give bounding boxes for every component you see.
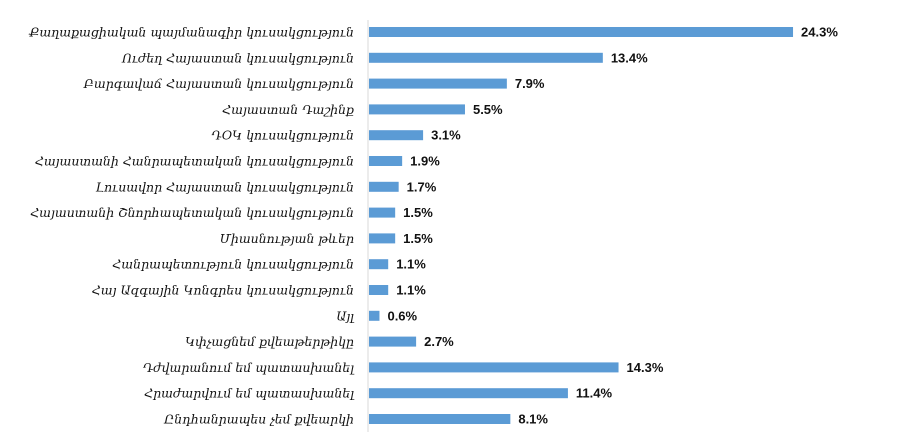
bar <box>369 310 380 321</box>
category-label: Հանրապետություն կուսակցություն <box>112 257 354 272</box>
value-label: 24.3% <box>801 25 838 40</box>
category-label: Բարգավաճ Հայաստան կուսակցություն <box>83 76 354 91</box>
category-label: Հայ Ազգային Կոնգրես կուսակցություն <box>92 283 354 298</box>
category-label: Հայաստան Դաշինք <box>222 102 354 117</box>
value-label: 0.6% <box>387 308 417 323</box>
category-label: ԴՕԿ կուսակցություն <box>211 128 354 143</box>
bar <box>369 336 417 347</box>
value-label: 1.1% <box>396 283 426 298</box>
value-label: 3.1% <box>431 128 461 143</box>
category-label: Հայաստանի Հանրապետական կուսակցություն <box>35 154 354 169</box>
category-label: Հայաստանի Շնորհապետական կուսակցություն <box>30 205 354 220</box>
value-label: 14.3% <box>627 360 664 375</box>
bar <box>369 388 568 399</box>
bar <box>369 52 603 63</box>
value-label: 8.1% <box>518 412 548 427</box>
bar <box>369 207 396 218</box>
category-label: Այլ <box>336 308 355 323</box>
value-label: 1.5% <box>403 231 433 246</box>
value-label: 1.9% <box>410 154 440 169</box>
bar <box>369 233 396 244</box>
bar <box>369 78 507 89</box>
value-label: 1.1% <box>396 257 426 272</box>
bar <box>369 130 424 141</box>
bar <box>369 414 511 424</box>
category-label: Ուժեղ Հայաստան կուսակցություն <box>121 50 354 65</box>
value-label: 7.9% <box>515 76 545 91</box>
bar <box>369 156 403 166</box>
category-label: Քաղաքացիական պայմանագիր կուսակցություն <box>28 25 354 40</box>
bar <box>369 285 389 295</box>
bar <box>369 259 389 270</box>
category-label: Հրաժարվում եմ պատասխանել <box>144 386 355 401</box>
category-label: Դժվարանում եմ պատասխանել <box>143 360 355 375</box>
category-label: Ընդհանրապես չեմ քվեարկի <box>163 412 354 427</box>
value-label: 5.5% <box>473 102 503 117</box>
value-label: 2.7% <box>424 334 454 349</box>
value-label: 1.5% <box>403 205 433 220</box>
category-label: Միասնության թևեր <box>220 231 354 246</box>
value-label: 1.7% <box>407 179 437 194</box>
bar <box>369 181 399 192</box>
bar <box>369 27 794 37</box>
bar <box>369 362 619 373</box>
category-label: Լուսավոր Հայաստան կուսակցություն <box>96 179 354 194</box>
value-label: 13.4% <box>611 50 648 65</box>
bars-group: Քաղաքացիական պայմանագիր կուսակցություն 24… <box>28 25 838 427</box>
category-label: Կփչացնեմ քվեաթերթիկը <box>185 334 354 349</box>
value-label: 11.4% <box>576 386 613 401</box>
bar <box>369 104 465 115</box>
